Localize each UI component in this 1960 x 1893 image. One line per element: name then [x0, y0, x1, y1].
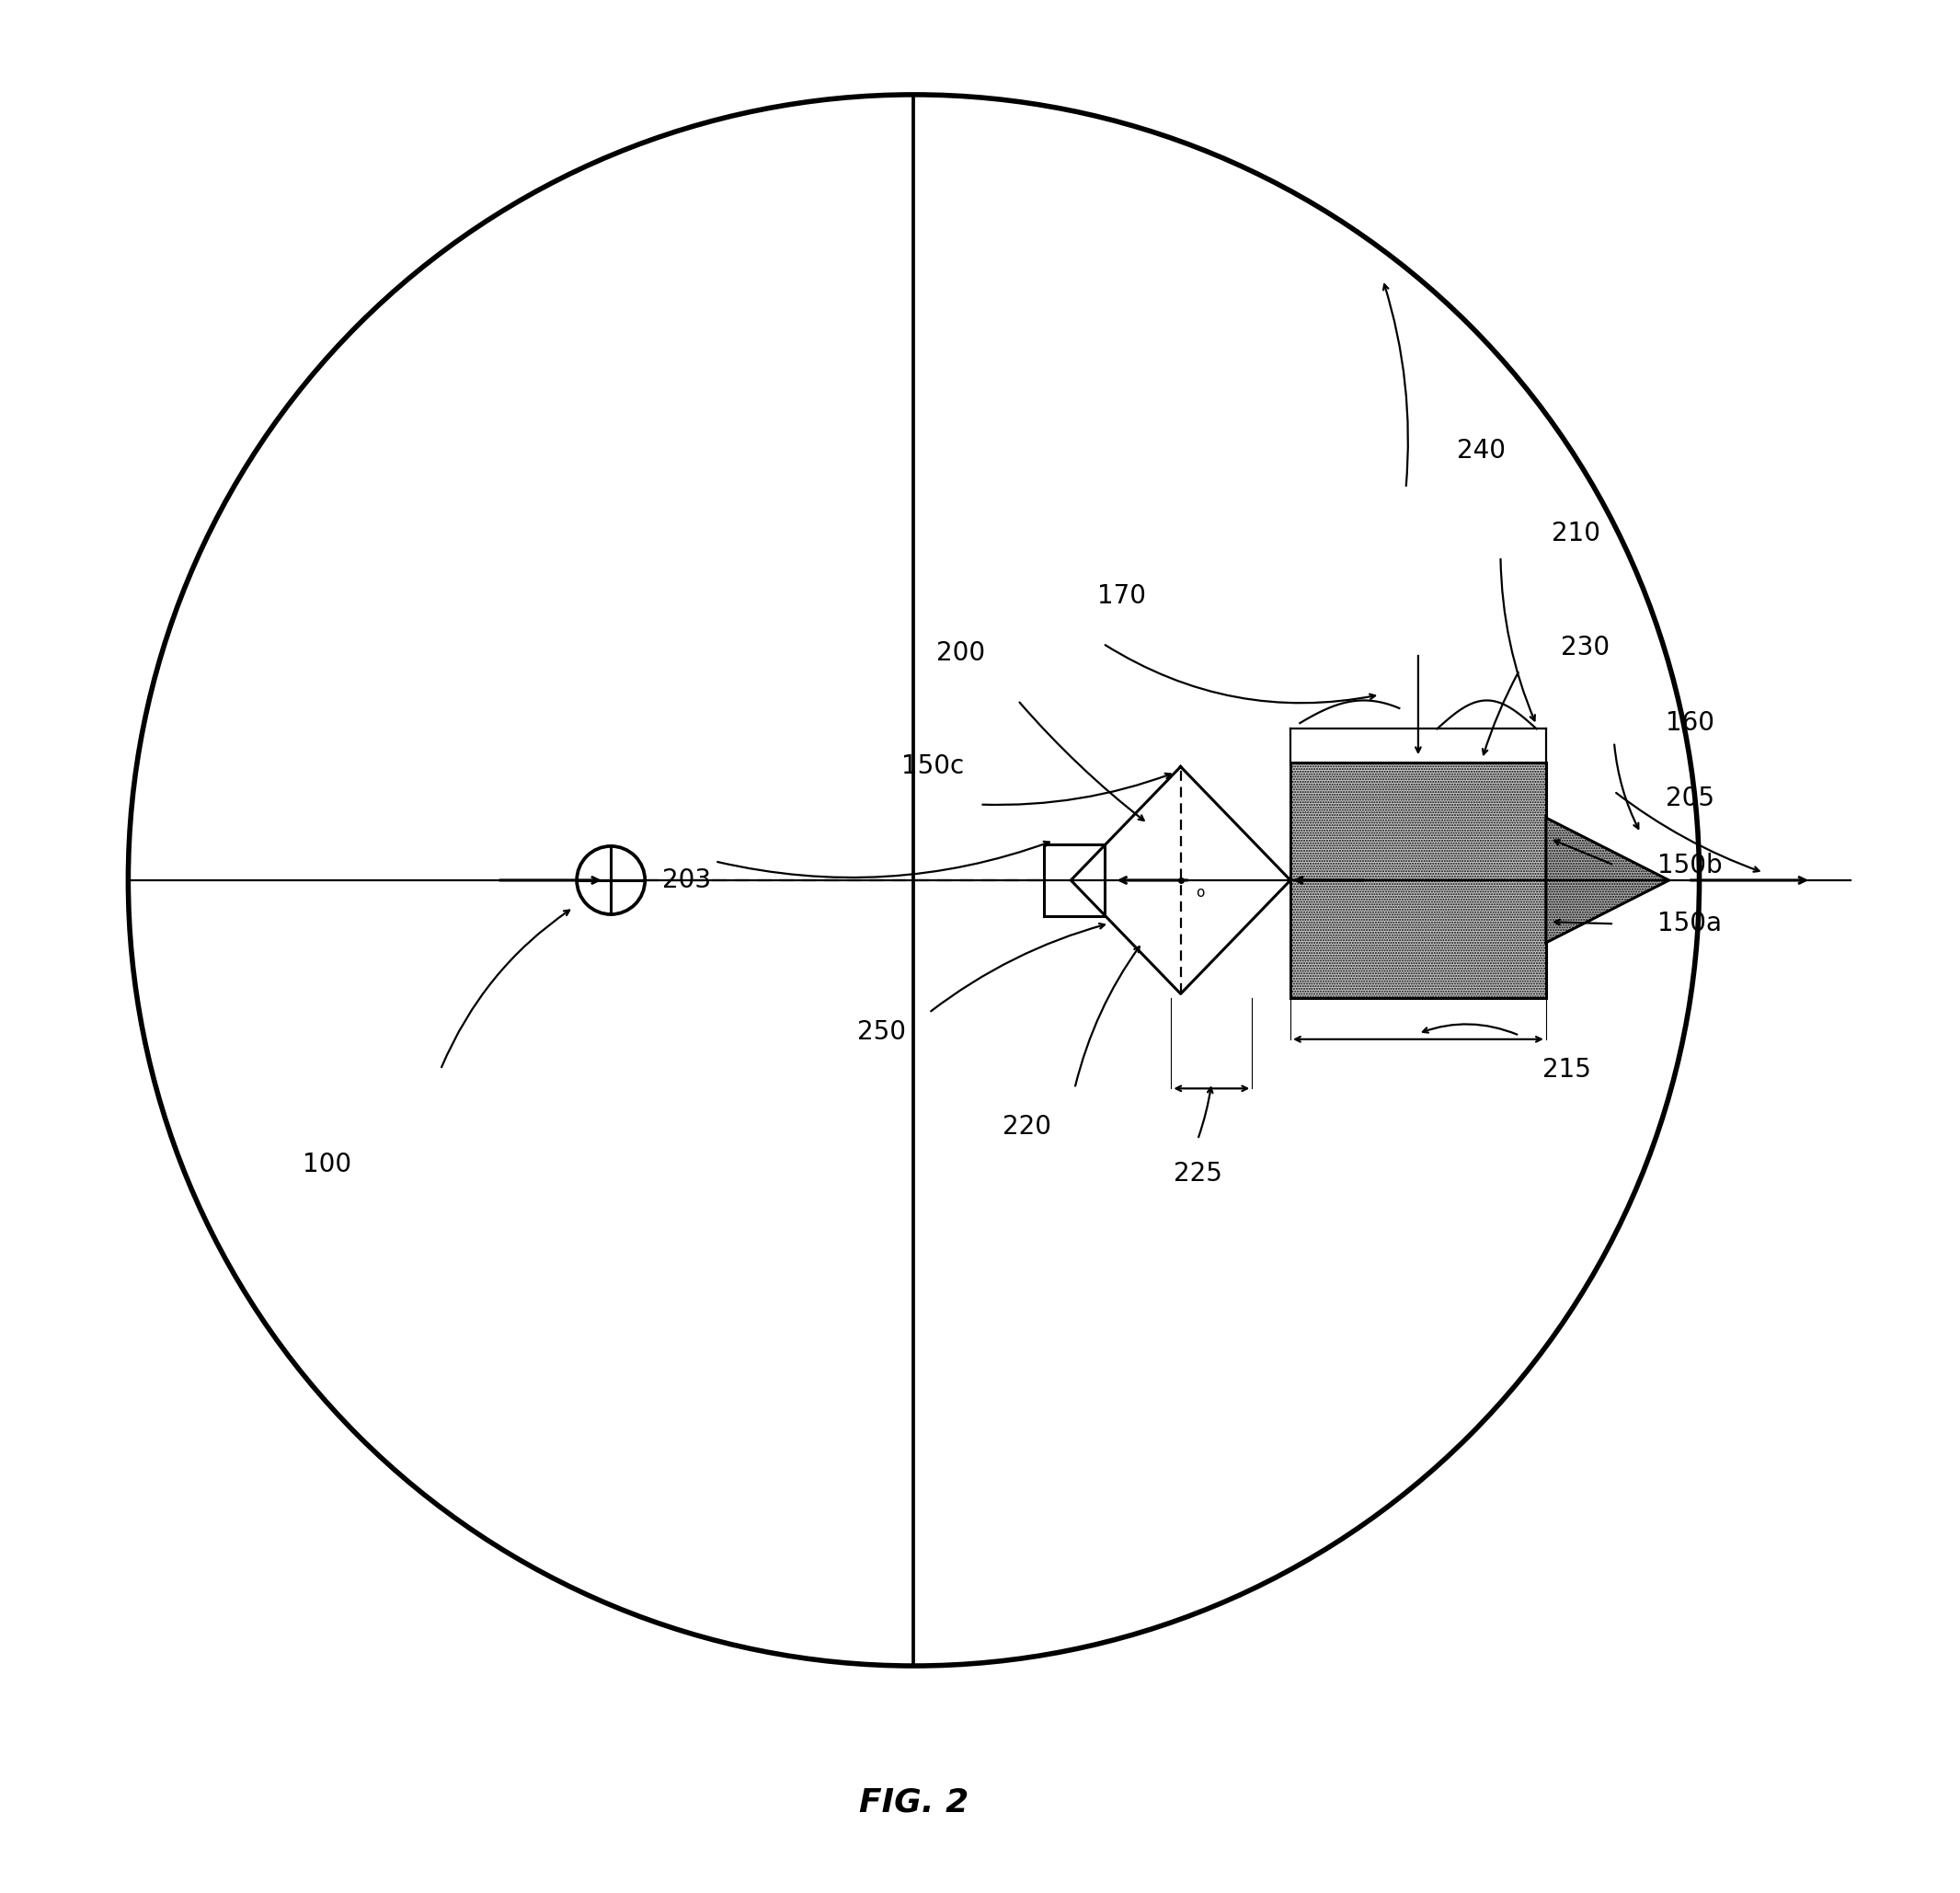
Text: 240: 240 [1456, 437, 1505, 464]
Text: 160: 160 [1666, 710, 1715, 736]
Text: 170: 170 [1098, 583, 1147, 610]
Text: 203: 203 [662, 867, 711, 893]
Bar [1045, 844, 1105, 916]
Text: 215: 215 [1543, 1056, 1592, 1083]
Text: 230: 230 [1562, 634, 1611, 661]
Text: o: o [1196, 886, 1203, 899]
Text: 150c: 150c [902, 753, 964, 780]
Text: 225: 225 [1174, 1160, 1221, 1187]
Polygon shape [1546, 818, 1670, 943]
Text: 220: 220 [1004, 1113, 1053, 1140]
Text: FIG. 2: FIG. 2 [858, 1787, 968, 1817]
Text: 100: 100 [302, 1151, 351, 1177]
Text: 205: 205 [1666, 786, 1715, 812]
Text: 150a: 150a [1658, 911, 1723, 937]
Bar [1290, 763, 1546, 998]
Text: 200: 200 [937, 640, 986, 666]
Text: 210: 210 [1552, 521, 1601, 547]
Text: 150b: 150b [1658, 852, 1723, 878]
Text: 250: 250 [857, 1018, 906, 1045]
